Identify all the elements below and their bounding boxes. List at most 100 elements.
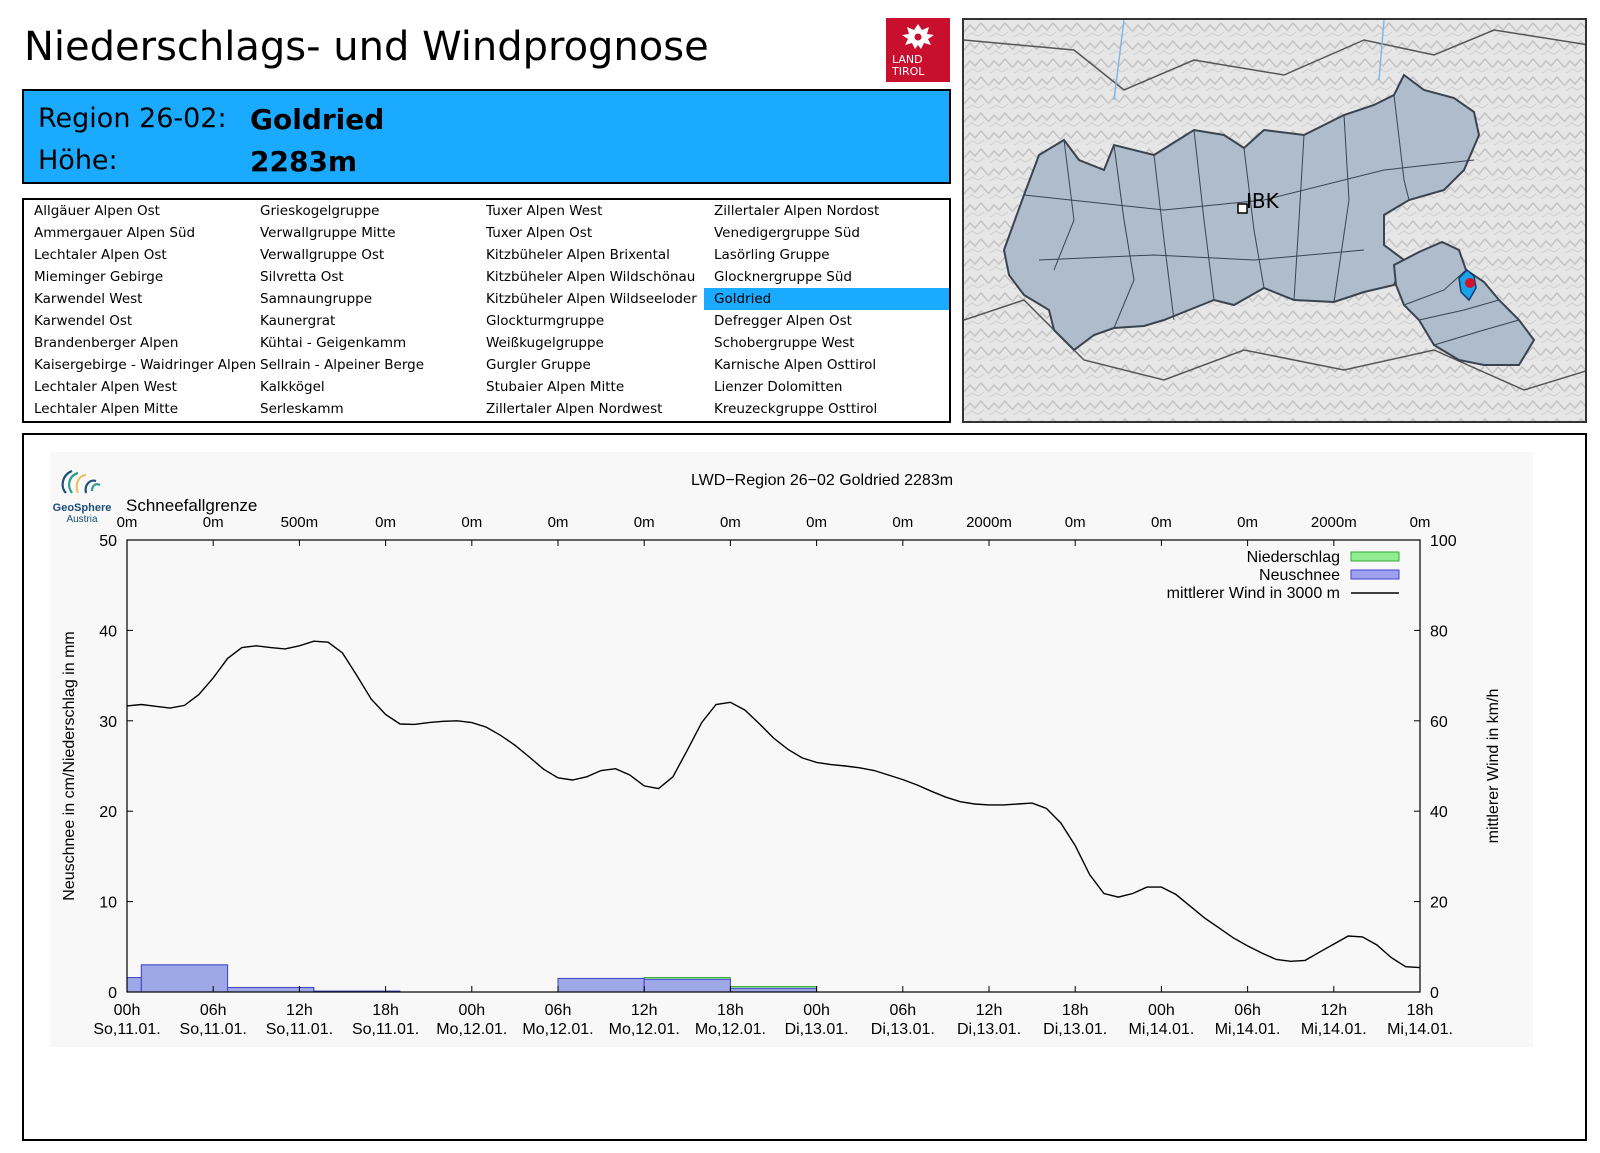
region-list-item[interactable]: Mieminger Gebirge [34, 269, 164, 285]
region-list-item[interactable]: Karnische Alpen Osttirol [714, 357, 877, 373]
region-list-item[interactable]: Lechtaler Alpen West [34, 379, 177, 395]
region-list-item[interactable]: Kaisergebirge - Waidringer Alpen [34, 357, 257, 373]
geosphere-logo-icon [61, 469, 101, 494]
region-list-item[interactable]: Schobergruppe West [714, 335, 855, 351]
region-list-item[interactable]: Brandenberger Alpen [34, 335, 179, 351]
y-axis-left-label: Neuschnee in cm/Niederschlag in mm [61, 631, 78, 900]
region-list-item[interactable]: Tuxer Alpen Ost [486, 225, 593, 241]
region-list-item[interactable]: Verwallgruppe Mitte [260, 225, 396, 241]
x-tick-label-hour: 12h [1320, 1002, 1347, 1019]
x-tick-label-date: Di,13.01. [957, 1021, 1021, 1038]
land-tirol-logo: LAND TIROL [886, 18, 950, 82]
logo-text-land: LAND [892, 53, 923, 66]
forecast-chart: 00h So,11.01. 06h So,11.01. 12h So,11.01. 18h S… [50, 452, 1533, 1047]
snowline-value: 0m [548, 514, 569, 531]
snowline-value: 0m [117, 514, 138, 531]
x-tick-label-hour: 12h [976, 1002, 1003, 1019]
region-list-item[interactable]: Gurgler Gruppe [486, 357, 591, 373]
y-tick-label-left: 20 [99, 804, 117, 821]
y-tick-label-left: 0 [108, 985, 117, 1002]
x-tick-label-date: Mi,14.01. [1128, 1021, 1194, 1038]
x-tick-label-hour: 00h [1148, 1002, 1175, 1019]
region-list-item[interactable]: Kitzbüheler Alpen Wildseeloder [486, 291, 697, 307]
x-tick-label-hour: 18h [1407, 1002, 1434, 1019]
bar-neuschnee [557, 977, 645, 993]
snowline-value: 0m [461, 514, 482, 531]
region-list-column: Zillertaler Alpen Nordost Venedigergrupp… [704, 200, 949, 420]
region-list-item[interactable]: Karwendel Ost [34, 313, 133, 329]
region-list-item[interactable]: Kaunergrat [260, 313, 336, 329]
x-tick-label-date: Mi,14.01. [1215, 1021, 1281, 1038]
x-tick-label-date: So,11.01. [352, 1021, 419, 1038]
region-list-item[interactable]: Stubaier Alpen Mitte [486, 379, 625, 395]
snowline-value: 0m [634, 514, 655, 531]
snowline-value: 0m [1151, 514, 1172, 531]
region-list-item[interactable]: Kitzbüheler Alpen Wildschönau [486, 269, 696, 285]
geosphere-logo: GeoSphere Austria [52, 465, 112, 525]
chart-lines [126, 640, 1421, 969]
x-tick-label-hour: 18h [372, 1002, 399, 1019]
region-list-column: Allgäuer Alpen Ost Ammergauer Alpen Süd … [24, 200, 257, 420]
region-list-column: Grieskogelgruppe Verwallgruppe Mitte Ver… [250, 200, 476, 420]
y-tick-label-right: 40 [1430, 804, 1448, 821]
y-tick-label-right: 0 [1430, 985, 1439, 1002]
x-tick-label-hour: 12h [286, 1002, 313, 1019]
selected-location-marker [1465, 278, 1475, 288]
x-tick-label-hour: 06h [1234, 1002, 1261, 1019]
height-label: Höhe: [38, 145, 118, 176]
plot-area [126, 539, 1421, 993]
region-list-item[interactable]: Tuxer Alpen West [486, 203, 603, 219]
region-list-item[interactable]: Zillertaler Alpen Nordwest [486, 401, 663, 417]
x-tick-label-hour: 18h [1062, 1002, 1089, 1019]
snowline-value: 0m [1237, 514, 1258, 531]
geosphere-logo-line2: Austria [66, 514, 98, 525]
region-list-item[interactable]: Karwendel West [34, 291, 143, 307]
snowline-value: 0m [892, 514, 913, 531]
snowline-value: 0m [1065, 514, 1086, 531]
x-tick-label-hour: 00h [458, 1002, 485, 1019]
region-list-item[interactable]: Kreuzeckgruppe Osttirol [714, 401, 878, 417]
region-list-item[interactable]: Glockturmgruppe [486, 313, 605, 329]
region-list-item[interactable]: Lechtaler Alpen Mitte [34, 401, 179, 417]
y-tick-label-right: 20 [1430, 895, 1448, 912]
region-list-item[interactable]: Defregger Alpen Ost [714, 313, 852, 329]
bar-neuschnee [227, 986, 315, 993]
x-tick-label-date: Mo,12.01. [609, 1021, 680, 1038]
region-list-item[interactable]: Lasörling Gruppe [714, 247, 830, 263]
region-list-item[interactable]: Grieskogelgruppe [260, 203, 380, 219]
snowline-value: 0m [720, 514, 741, 531]
region-list-item[interactable]: Silvretta Ost [260, 269, 344, 285]
map-svg: IBK [964, 20, 1585, 421]
region-list-item[interactable]: Samnaungruppe [260, 291, 373, 307]
chart-title: LWD−Region 26−02 Goldried 2283m [691, 472, 953, 489]
region-list-item[interactable]: Glocknergruppe Süd [714, 269, 852, 285]
region-list-item[interactable]: Kitzbüheler Alpen Brixental [486, 247, 670, 263]
region-list-item[interactable]: Allgäuer Alpen Ost [34, 203, 160, 219]
region-label: Region 26-02: [38, 103, 227, 134]
y-tick-label-left: 40 [99, 623, 117, 640]
region-list-item[interactable]: Ammergauer Alpen Süd [34, 225, 196, 241]
region-list-item[interactable]: Serleskamm [260, 401, 344, 417]
region-list-item[interactable]: Sellrain - Alpeiner Berge [260, 357, 425, 373]
snowline-value: 2000m [966, 514, 1012, 531]
y-tick-label-right: 60 [1430, 714, 1448, 731]
forecast-chart-frame: 00h So,11.01. 06h So,11.01. 12h So,11.01. 18h S… [22, 433, 1587, 1141]
tirol-region-map[interactable]: IBK [962, 18, 1587, 423]
city-marker-icon [1237, 203, 1248, 214]
chart-bars [126, 964, 818, 993]
region-list-item[interactable]: Lechtaler Alpen Ost [34, 247, 167, 263]
region-list-item[interactable]: Kühtai - Geigenkamm [260, 335, 407, 351]
x-tick-label-date: So,11.01. [266, 1021, 333, 1038]
region-list-item[interactable]: Zillertaler Alpen Nordost [714, 203, 880, 219]
x-tick-label-date: Mo,12.01. [695, 1021, 766, 1038]
region-list-column: Tuxer Alpen West Tuxer Alpen Ost Kitzbüh… [476, 200, 704, 420]
region-list-item[interactable]: Kalkkögel [260, 379, 325, 395]
region-list-item[interactable]: Weißkugelgruppe [486, 335, 604, 351]
region-list-item[interactable]: Verwallgruppe Ost [260, 247, 385, 263]
x-tick-label-date: So,11.01. [180, 1021, 247, 1038]
region-list-item-selected[interactable]: Goldried [704, 288, 949, 310]
region-list-item[interactable]: Venedigergruppe Süd [714, 225, 860, 241]
x-tick-label-hour: 18h [717, 1002, 744, 1019]
region-list-item[interactable]: Lienzer Dolomitten [714, 379, 843, 395]
